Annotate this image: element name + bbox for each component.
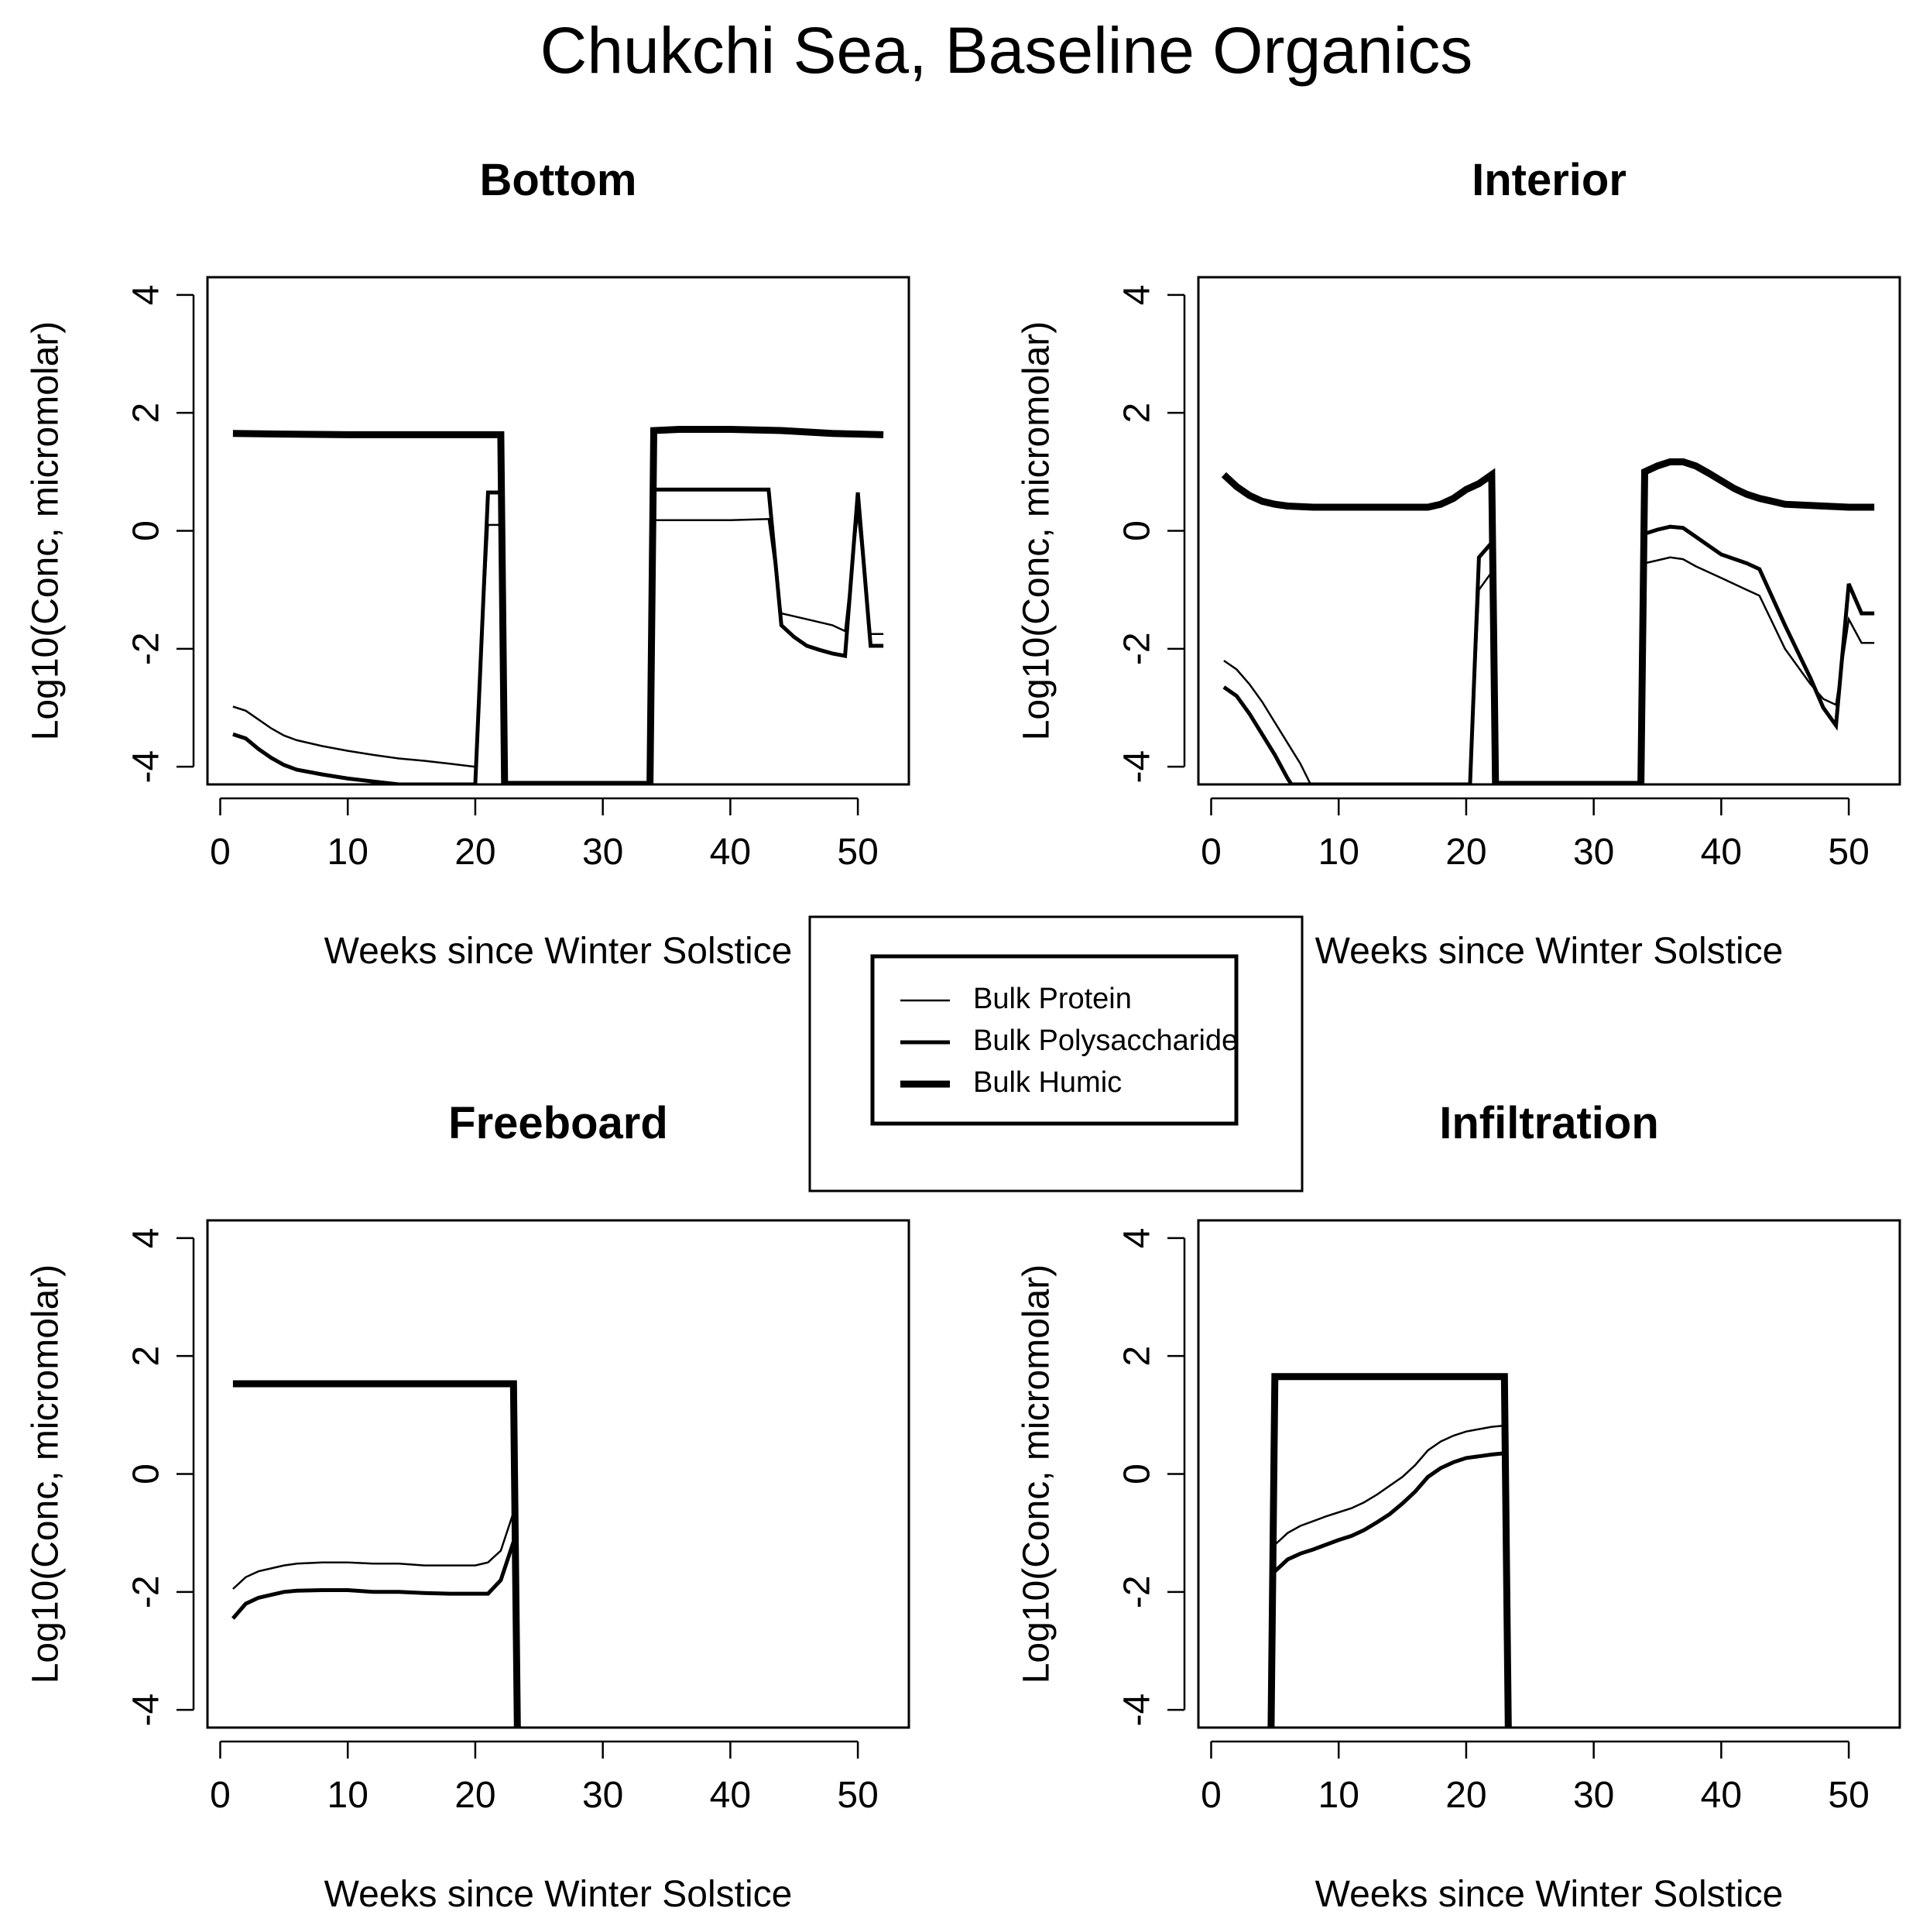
x-tick-label: 20 (1445, 1775, 1486, 1816)
y-axis-label: Log10(Conc, micromolar) (26, 1265, 67, 1684)
series-line-humic (232, 1380, 521, 1728)
x-tick-label: 30 (1573, 1775, 1614, 1816)
x-tick-label: 20 (454, 832, 495, 873)
y-axis-label: Log10(Conc, micromolar) (1016, 1265, 1057, 1684)
y-tick-label: 0 (126, 1464, 167, 1484)
series-group (1267, 1373, 1512, 1728)
panel-title: Freeboard (448, 1098, 668, 1148)
x-tick-label: 50 (1828, 832, 1869, 873)
x-tick-label: 20 (454, 1775, 495, 1816)
legend: Bulk Protein Bulk Polysaccharide Bulk Humi… (808, 915, 1304, 1192)
x-tick-label: 20 (1445, 832, 1486, 873)
x-tick-label: 50 (1828, 1775, 1869, 1816)
panel-bottom: Bottom 0 10 20 30 40 50 -4 -2 0 2 4 Weeks since Wint… (26, 155, 910, 972)
y-tick-label: -2 (126, 1575, 167, 1608)
panel-title: Interior (1472, 155, 1626, 205)
main-title: Chukchi Sea, Baseline Organics (540, 14, 1473, 87)
y-tick-label: 2 (126, 403, 167, 424)
series-line-protein (1273, 1424, 1505, 1546)
series-group (1221, 458, 1875, 784)
x-tick-label: 10 (1318, 1775, 1359, 1816)
x-tick-label: 30 (582, 1775, 623, 1816)
y-axis-label: Log10(Conc, micromolar) (26, 321, 67, 741)
x-tick-label: 10 (327, 832, 368, 873)
y-tick-label: 0 (1117, 520, 1158, 541)
panel-title: Bottom (480, 155, 637, 205)
series-line-protein (1223, 556, 1875, 784)
series-line-polysaccharide (232, 487, 884, 784)
y-tick-label: -2 (126, 632, 167, 665)
y-tick-label: -2 (1117, 632, 1158, 665)
series-line-polysaccharide (231, 1541, 516, 1620)
series-group (231, 1380, 521, 1728)
x-tick-label: 0 (1201, 832, 1222, 873)
y-tick-label: 0 (1117, 1464, 1158, 1484)
plot-frame (206, 1219, 910, 1729)
series-line-polysaccharide (1222, 524, 1875, 784)
x-tick-label: 0 (1201, 1775, 1222, 1816)
panel-infiltration: Infiltration 0 10 20 30 40 50 -4 -2 0 2 4 Weeks sinc… (1016, 1098, 1901, 1915)
legend-label-protein: Bulk Protein (973, 983, 1132, 1015)
series-line-humic (232, 426, 884, 784)
y-tick-label: 2 (1117, 403, 1158, 424)
series-line-polysaccharide (1273, 1451, 1505, 1573)
plot-frame (206, 276, 910, 786)
y-tick-label: -4 (126, 1694, 167, 1727)
x-tick-label: 40 (710, 832, 751, 873)
y-tick-label: 4 (1117, 284, 1158, 305)
panel-freeboard: Freeboard 0 10 20 30 40 50 -4 -2 0 2 4 Weeks since W… (26, 1098, 910, 1915)
x-tick-label: 30 (1573, 832, 1614, 873)
y-tick-label: 2 (126, 1346, 167, 1367)
x-tick-label: 30 (582, 832, 623, 873)
y-axis-label: Log10(Conc, micromolar) (1016, 321, 1057, 741)
y-tick-label: -4 (126, 750, 167, 784)
x-tick-label: 0 (210, 1775, 231, 1816)
x-axis-label: Weeks since Winter Solstice (324, 931, 793, 972)
plot-frame (1197, 1219, 1901, 1729)
y-tick-label: -2 (1117, 1575, 1158, 1608)
y-tick-label: 4 (1117, 1227, 1158, 1248)
x-tick-label: 0 (210, 832, 231, 873)
x-axis-label: Weeks since Winter Solstice (1315, 1874, 1784, 1915)
series-line-humic (1267, 1373, 1512, 1728)
x-tick-label: 50 (837, 832, 878, 873)
y-tick-label: -4 (1117, 750, 1158, 784)
y-tick-label: 2 (1117, 1346, 1158, 1367)
x-axis-label: Weeks since Winter Solstice (1315, 931, 1784, 972)
y-tick-label: -4 (1117, 1694, 1158, 1727)
x-tick-label: 10 (327, 1775, 368, 1816)
x-tick-label: 40 (710, 1775, 751, 1816)
legend-label-humic: Bulk Humic (973, 1066, 1122, 1099)
x-tick-label: 40 (1701, 832, 1742, 873)
y-tick-label: 0 (126, 520, 167, 541)
x-tick-label: 50 (837, 1775, 878, 1816)
series-line-protein (232, 513, 884, 784)
series-line-humic (1221, 458, 1875, 784)
x-tick-label: 40 (1701, 1775, 1742, 1816)
plot-frame (1197, 276, 1901, 786)
legend-inner-box (870, 954, 1239, 1126)
x-axis-label: Weeks since Winter Solstice (324, 1874, 793, 1915)
series-line-protein (232, 1512, 515, 1590)
x-tick-label: 10 (1318, 832, 1359, 873)
panel-title: Infiltration (1439, 1098, 1659, 1148)
panel-interior: Interior 0 10 20 30 40 50 -4 -2 0 2 4 Weeks since Wi… (1016, 155, 1901, 972)
series-group (232, 426, 884, 784)
y-tick-label: 4 (126, 1227, 167, 1248)
legend-label-polysaccharide: Bulk Polysaccharide (973, 1024, 1238, 1057)
y-tick-label: 4 (126, 284, 167, 305)
